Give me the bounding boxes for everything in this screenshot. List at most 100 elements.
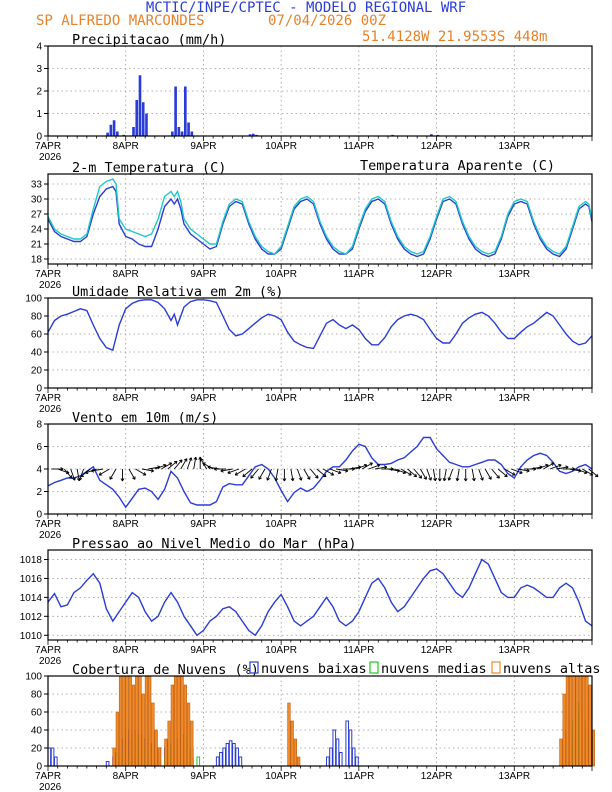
y-tick-label: 0	[36, 762, 42, 773]
wind-arrow	[491, 468, 500, 479]
x-tick-label: 12APR	[421, 645, 453, 656]
wind-arrow	[128, 468, 136, 480]
x-year-label: 2026	[39, 280, 62, 291]
wind-arrow	[443, 468, 447, 481]
bar-nuvens-baixas	[235, 747, 239, 767]
wind-arrow	[266, 468, 272, 481]
panel-title: Precipitacao (mm/h)	[72, 32, 226, 48]
x-tick-label: 7APR	[35, 771, 61, 782]
wind-arrow	[98, 468, 110, 476]
x-tick-label: 12APR	[421, 393, 453, 404]
wind-arrow-head	[188, 457, 192, 460]
wind-arrow-head	[193, 456, 197, 460]
bar-nuvens-baixas	[222, 747, 226, 767]
wind-arrow-head	[66, 470, 70, 474]
y-tick-label: 60	[31, 708, 43, 719]
x-tick-label: 8APR	[113, 269, 139, 280]
wind-arrow-head	[465, 478, 468, 482]
bar-nuvens-baixas	[238, 756, 243, 767]
wind-arrow	[471, 468, 475, 481]
wind-arrow	[349, 466, 362, 470]
wind-arrow	[167, 460, 178, 470]
wind-arrow	[296, 468, 302, 481]
bar-nuvens-baixas	[219, 752, 223, 767]
bar-series-0	[174, 86, 177, 136]
wind-arrow	[336, 468, 349, 472]
bar-nuvens-baixas	[329, 747, 333, 767]
bar-nuvens-altas	[585, 675, 589, 767]
x-year-label: 2026	[39, 530, 62, 541]
wind-arrow	[387, 468, 400, 472]
wind-arrow-head	[198, 456, 201, 460]
wind-arrow-head	[258, 477, 262, 480]
wind-arrow-head	[409, 472, 412, 476]
wind-arrow-head	[60, 467, 64, 470]
wind-arrow	[323, 468, 334, 476]
wind-arrow-head	[565, 465, 569, 468]
x-tick-label: 10APR	[265, 519, 297, 530]
bar-nuvens-altas	[135, 675, 139, 767]
wind-arrow-head	[331, 472, 335, 476]
bar-series-0	[145, 113, 148, 136]
legend-label-nuvens-medias: nuvens medias	[381, 661, 487, 677]
wind-arrow-head	[207, 466, 211, 470]
wind-arrow	[394, 468, 406, 474]
y-tick-label: 80	[31, 690, 43, 701]
bar-series-0	[141, 102, 145, 136]
wind-arrow-head	[390, 467, 394, 470]
y-tick-label: 1	[36, 109, 42, 120]
wind-arrow	[413, 468, 422, 479]
bar-nuvens-altas	[144, 675, 149, 767]
y-tick-label: 1018	[20, 555, 43, 566]
wind-arrow	[290, 468, 294, 481]
wind-arrow	[186, 457, 192, 470]
wind-arrow	[536, 464, 549, 470]
x-tick-label: 8APR	[113, 771, 139, 782]
panel-title: 2-m Temperatura (C)	[72, 160, 226, 176]
wind-arrow	[374, 466, 387, 470]
bar-nuvens-altas	[578, 675, 582, 767]
bar-series-0	[132, 127, 135, 136]
wind-arrow	[543, 462, 555, 470]
bar-nuvens-baixas	[232, 743, 236, 767]
bar-series-0	[135, 100, 139, 136]
y-tick-label: 100	[25, 294, 42, 305]
wind-arrow	[329, 468, 342, 474]
wind-arrow-head	[596, 473, 599, 477]
wind-arrow-head	[85, 472, 89, 475]
line-series-0	[47, 558, 593, 637]
bar-nuvens-baixas	[345, 720, 350, 767]
x-tick-label: 7APR	[35, 141, 61, 152]
wind-arrow	[161, 462, 172, 470]
y-tick-label: 40	[31, 726, 43, 737]
y-tick-label: 6	[36, 442, 42, 453]
bar-nuvens-altas	[157, 747, 162, 767]
x-year-label: 2026	[39, 656, 62, 667]
y-tick-label: 2	[36, 487, 42, 498]
wind-arrow-head	[572, 467, 576, 470]
y-tick-label: 33	[31, 180, 43, 191]
x-tick-label: 7APR	[35, 393, 61, 404]
y-tick-label: 100	[25, 672, 42, 683]
wind-arrow-head	[122, 478, 125, 482]
y-tick-label: 2	[36, 87, 42, 98]
wind-arrow-head	[513, 472, 516, 476]
wind-arrow	[70, 468, 76, 481]
wind-arrow	[234, 468, 246, 476]
bar-nuvens-altas	[154, 729, 158, 767]
x-year-label: 2026	[39, 782, 62, 792]
bar-series-0	[190, 131, 194, 136]
y-tick-label: 8	[36, 420, 42, 431]
bar-nuvens-altas	[297, 756, 301, 767]
legend-label-nuvens-altas: nuvens altas	[503, 661, 601, 677]
x-tick-label: 13APR	[498, 645, 530, 656]
wind-arrow	[303, 468, 311, 480]
wind-arrow-head	[227, 472, 231, 475]
bar-nuvens-baixas	[338, 752, 343, 767]
x-tick-label: 8APR	[113, 645, 139, 656]
x-tick-label: 10APR	[265, 645, 297, 656]
wind-arrow-head	[482, 477, 484, 481]
bar-series-0	[116, 131, 119, 136]
bar-nuvens-altas	[128, 675, 132, 767]
